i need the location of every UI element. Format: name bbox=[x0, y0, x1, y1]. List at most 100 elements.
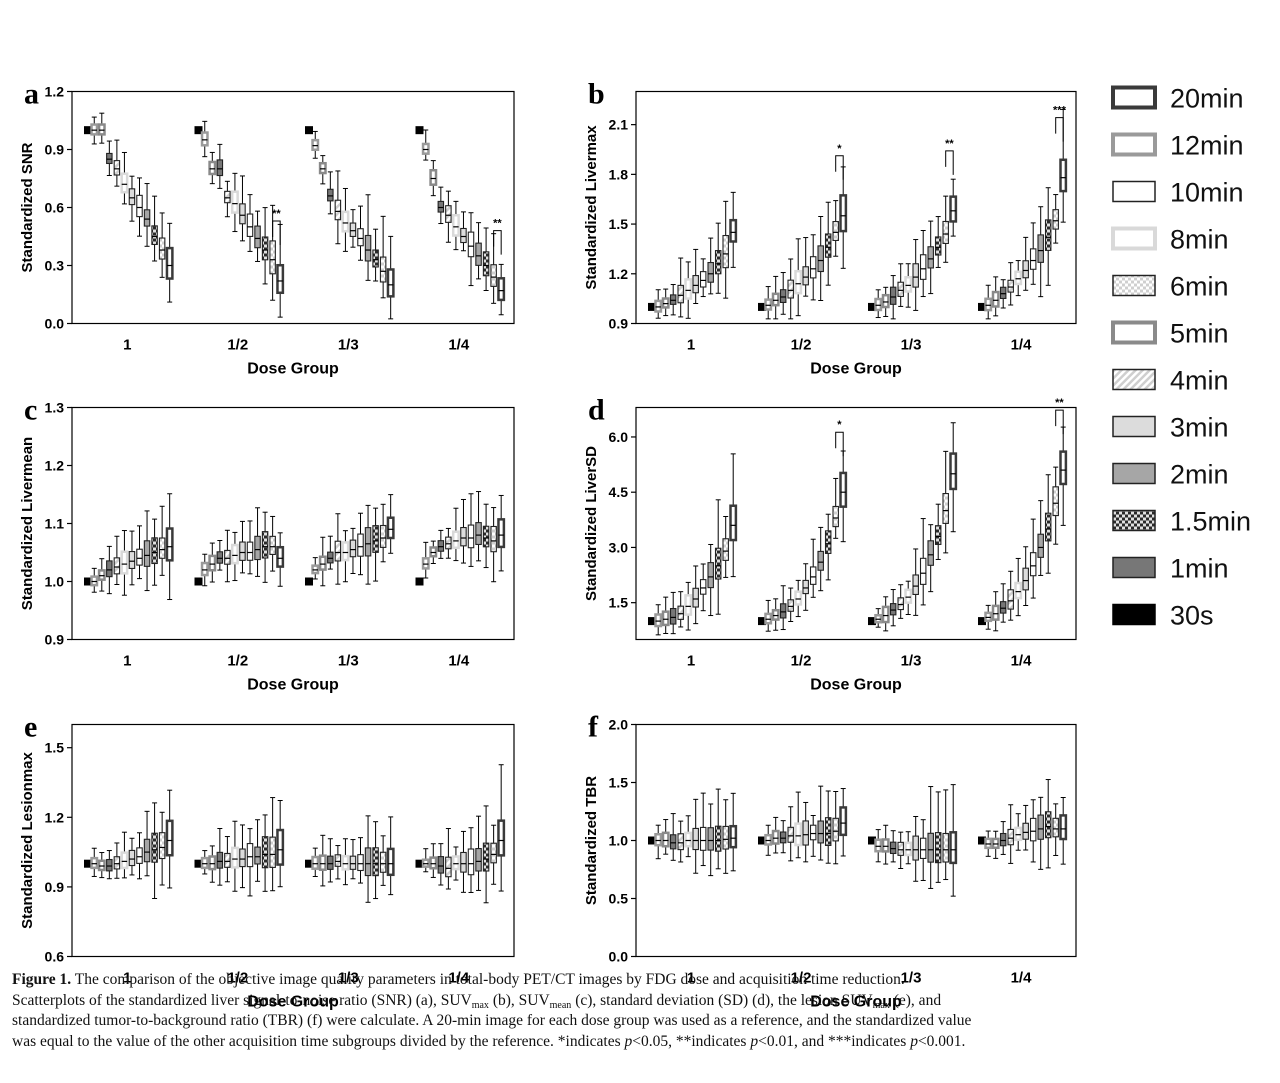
reference-marker bbox=[648, 617, 656, 626]
box-2min bbox=[927, 832, 934, 863]
legend-item-30s: 30s bbox=[1112, 601, 1214, 631]
box-20min bbox=[1059, 814, 1068, 841]
y-tick-label: 1.0 bbox=[45, 574, 65, 590]
box-12min bbox=[90, 575, 99, 587]
panel-b: b 0.9 1.2 1.5 1.8 2.1 Standardized Livermax 1 1/… bbox=[583, 78, 1077, 378]
reference-marker bbox=[758, 302, 766, 311]
box-3min bbox=[692, 827, 699, 851]
x-tick-label: 1/4 bbox=[1011, 337, 1033, 354]
box-6min bbox=[722, 825, 729, 850]
x-tick-label: 1/3 bbox=[338, 653, 359, 670]
box-5min bbox=[661, 831, 670, 848]
reference-marker bbox=[978, 302, 986, 311]
box-2min bbox=[1037, 234, 1044, 263]
box-10min bbox=[919, 837, 927, 859]
box-6min bbox=[269, 240, 276, 275]
legend-item-1.5min: 1.5min bbox=[1112, 507, 1251, 537]
box-1min bbox=[889, 603, 897, 616]
box-4min bbox=[334, 540, 342, 562]
box-2min bbox=[364, 234, 372, 262]
legend-label: 4min bbox=[1170, 366, 1229, 396]
box-3min bbox=[460, 526, 467, 547]
x-tick-label: 1 bbox=[687, 337, 695, 354]
box-2min bbox=[927, 246, 934, 269]
box-20min bbox=[497, 518, 506, 549]
box-6min bbox=[942, 832, 949, 863]
y-tick-label: 0.9 bbox=[45, 879, 65, 895]
box-2min bbox=[927, 540, 934, 566]
box-6min bbox=[269, 535, 276, 556]
y-tick-label: 0.6 bbox=[45, 949, 65, 965]
y-tick-label: 2.1 bbox=[609, 117, 629, 133]
box-2min bbox=[475, 848, 482, 872]
legend-item-4min: 4min bbox=[1112, 366, 1229, 396]
legend-swatch bbox=[1112, 368, 1156, 391]
plot-frame bbox=[71, 723, 515, 958]
box-10min bbox=[136, 548, 143, 566]
box-4min bbox=[334, 854, 342, 867]
x-tick-label: 1/4 bbox=[448, 653, 470, 670]
caption-line1: The comparison of the objective image qu… bbox=[71, 971, 905, 988]
box-1min bbox=[669, 607, 677, 625]
y-tick-label: 3.0 bbox=[609, 539, 629, 555]
caption-line4a: was equal to the value of the other acqu… bbox=[12, 1032, 625, 1050]
box-20min bbox=[276, 545, 285, 568]
y-tick-label: 1.5 bbox=[609, 775, 629, 791]
box-4min bbox=[445, 856, 452, 878]
box-12min bbox=[200, 561, 209, 577]
box-10min bbox=[919, 254, 927, 280]
legend-label: 1.5min bbox=[1170, 507, 1251, 537]
panel-letter: d bbox=[588, 394, 605, 427]
box-3min bbox=[1022, 567, 1029, 591]
box-4min bbox=[224, 852, 231, 868]
box-1min bbox=[889, 841, 897, 855]
y-axis-label: Standardized Lesionmax bbox=[19, 751, 36, 928]
legend-item-20min: 20min bbox=[1111, 84, 1244, 114]
box-2min bbox=[1037, 814, 1044, 840]
y-tick-label: 2.0 bbox=[609, 717, 629, 733]
box-12min bbox=[90, 123, 99, 136]
box-12min bbox=[654, 613, 663, 628]
reference-marker bbox=[194, 577, 203, 586]
box-3min bbox=[912, 574, 919, 595]
box-12min bbox=[654, 832, 663, 847]
box-5min bbox=[991, 290, 1000, 308]
box-1.5min bbox=[824, 817, 832, 846]
box-1.5min bbox=[1044, 219, 1052, 251]
caption-p-2: p bbox=[750, 1032, 759, 1050]
box-10min bbox=[467, 231, 475, 258]
legend-swatch bbox=[1111, 85, 1157, 110]
y-tick-label: 1.5 bbox=[609, 595, 629, 611]
box-6min bbox=[1052, 817, 1059, 838]
box-2min bbox=[817, 245, 824, 273]
x-tick-label: 1 bbox=[687, 970, 695, 987]
caption-sub-max-1: max bbox=[471, 999, 489, 1011]
box-10min bbox=[699, 271, 707, 288]
caption-sub-mean: mean bbox=[549, 999, 572, 1011]
x-axis-label: Dose Group bbox=[810, 994, 902, 1011]
box-6min bbox=[158, 832, 166, 860]
plot-frame bbox=[71, 406, 515, 641]
reference-marker bbox=[648, 836, 656, 845]
box-2min bbox=[143, 838, 151, 863]
significance-bracket bbox=[835, 155, 844, 180]
box-3min bbox=[1022, 260, 1029, 279]
box-1.5min bbox=[372, 847, 379, 877]
box-1.5min bbox=[1044, 811, 1052, 839]
y-tick-label: 1.8 bbox=[609, 166, 629, 182]
caption-line2a: Scatterplots of the standardized liver s… bbox=[12, 991, 472, 1009]
box-10min bbox=[136, 847, 143, 864]
box-8min bbox=[794, 269, 803, 295]
box-4min bbox=[787, 826, 794, 843]
y-tick-label: 0.6 bbox=[45, 200, 65, 216]
significance-bracket bbox=[272, 220, 281, 245]
box-5min bbox=[991, 604, 1000, 621]
panel-letter: c bbox=[24, 394, 37, 427]
significance-bracket bbox=[493, 230, 502, 255]
legend-item-10min: 10min bbox=[1112, 178, 1244, 208]
box-1.5min bbox=[372, 525, 379, 553]
box-6min bbox=[490, 525, 497, 553]
box-1min bbox=[779, 603, 787, 619]
box-20min bbox=[165, 819, 174, 857]
box-4min bbox=[1007, 828, 1014, 846]
